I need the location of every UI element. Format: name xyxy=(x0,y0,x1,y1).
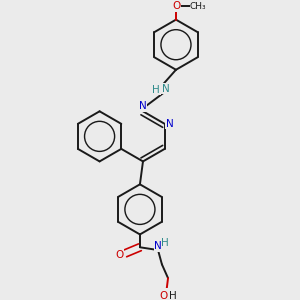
Text: O: O xyxy=(172,1,180,11)
Text: O: O xyxy=(159,291,168,300)
Text: N: N xyxy=(162,84,170,94)
Text: H: H xyxy=(169,291,176,300)
Text: H: H xyxy=(152,85,160,94)
Text: H: H xyxy=(161,238,169,248)
Text: N: N xyxy=(166,119,173,129)
Text: N: N xyxy=(154,241,162,251)
Text: N: N xyxy=(139,101,147,111)
Text: O: O xyxy=(116,250,124,260)
Text: CH₃: CH₃ xyxy=(190,2,207,11)
